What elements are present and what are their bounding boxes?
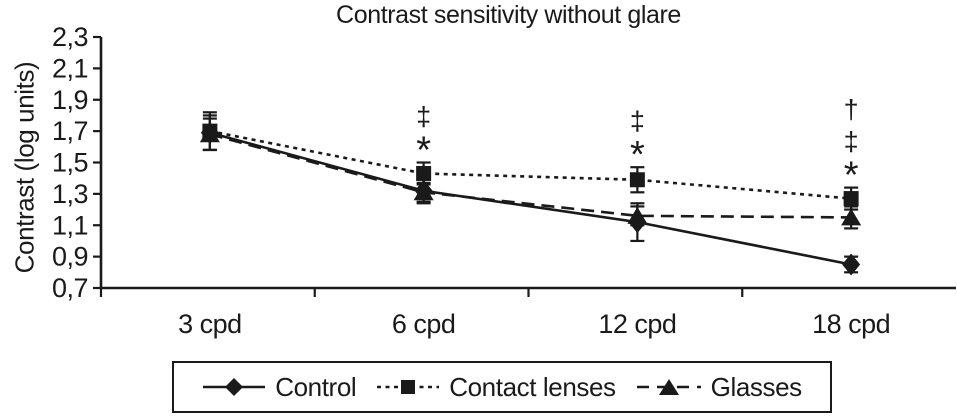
y-axis-tick-label: 1,1 xyxy=(52,210,88,240)
y-axis-tick-label: 0,7 xyxy=(52,273,88,303)
significance-symbol: † xyxy=(844,95,859,125)
series-line-square xyxy=(209,129,852,200)
series-line-triangle xyxy=(209,133,852,219)
significance-symbol: * xyxy=(844,155,859,197)
x-axis-category-label: 12 cpd xyxy=(598,309,676,339)
legend-label-control: Control xyxy=(275,371,357,402)
x-axis-category-label: 3 cpd xyxy=(178,309,242,339)
significance-symbol: * xyxy=(630,134,645,176)
x-axis-category-label: 18 cpd xyxy=(812,309,890,339)
significance-symbol: ‡ xyxy=(630,106,645,136)
marker-square xyxy=(416,165,432,181)
y-axis-tick-label: 1,7 xyxy=(52,116,88,146)
y-axis-tick-label: 1,3 xyxy=(52,179,88,209)
significance-symbol: ‡ xyxy=(844,127,859,157)
marker-square xyxy=(843,191,859,207)
legend-label-glasses: Glasses xyxy=(710,371,803,402)
y-axis-tick-label: 1,9 xyxy=(52,85,88,115)
legend-item-glasses: Glasses xyxy=(636,372,802,403)
significance-symbol: ‡ xyxy=(416,102,431,132)
legend-item-contact-lenses: Contact lenses xyxy=(376,371,616,403)
control-line-diamond-icon xyxy=(203,378,266,396)
axes xyxy=(99,37,956,290)
legend-item-control: Control xyxy=(202,371,357,403)
y-axis-tick-label: 0,9 xyxy=(52,242,88,272)
marker-diamond xyxy=(842,253,861,276)
marker-triangle xyxy=(841,208,862,226)
contact-lenses-dotted-square-icon xyxy=(377,380,440,394)
legend-label-contact-lenses: Contact lenses xyxy=(449,371,616,402)
y-axis-tick-label: 2,3 xyxy=(52,22,88,52)
series-line-diamond xyxy=(209,131,852,266)
y-axis-tick-label: 1,5 xyxy=(52,148,88,178)
marker-diamond xyxy=(200,121,219,144)
chart-title: Contrast sensitivity without glare xyxy=(336,1,681,29)
x-axis-category-label: 6 cpd xyxy=(392,309,456,339)
marker-diamond xyxy=(628,211,647,234)
legend: Control Contact lenses Glasses xyxy=(172,361,832,413)
glasses-dashed-triangle-icon xyxy=(636,379,701,395)
marker-diamond xyxy=(414,179,433,202)
significance-symbol: * xyxy=(416,130,431,172)
y-axis-tick-label: 2,1 xyxy=(52,53,88,83)
marker-square xyxy=(629,172,645,188)
